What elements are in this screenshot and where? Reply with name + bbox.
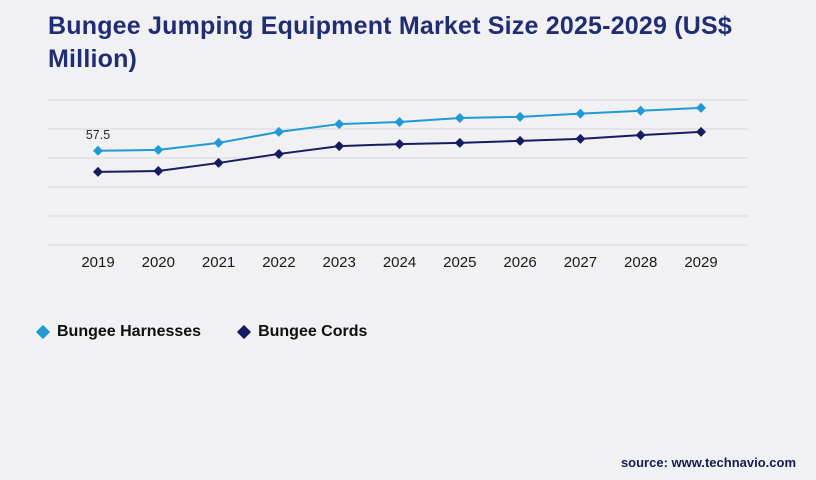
data-point bbox=[273, 148, 284, 159]
x-tick-label: 2025 bbox=[443, 254, 476, 271]
source-text: source: www.technavio.com bbox=[620, 455, 796, 470]
legend-item-bungee-cords: Bungee Cords bbox=[236, 323, 368, 341]
data-point bbox=[153, 144, 164, 155]
legend-label: Bungee Harnesses bbox=[57, 323, 202, 340]
data-point bbox=[273, 126, 284, 137]
data-point bbox=[93, 145, 103, 156]
data-point bbox=[635, 105, 646, 116]
x-tick-label: 2023 bbox=[323, 254, 356, 271]
data-point bbox=[394, 139, 405, 150]
x-tick-label: 2021 bbox=[202, 254, 235, 271]
x-tick-label: 2019 bbox=[81, 254, 114, 271]
data-point bbox=[575, 108, 586, 119]
data-point bbox=[696, 126, 706, 137]
x-tick-label: 2020 bbox=[142, 254, 175, 271]
data-point bbox=[153, 166, 164, 177]
x-tick-label: 2029 bbox=[684, 254, 717, 271]
chart-legend: Bungee Harnesses Bungee Cords bbox=[35, 323, 368, 341]
data-point bbox=[454, 137, 465, 148]
data-point bbox=[334, 141, 345, 152]
data-point bbox=[515, 135, 526, 146]
x-tick-label: 2027 bbox=[564, 254, 597, 271]
data-label: 57.5 bbox=[86, 128, 110, 142]
data-point bbox=[696, 102, 706, 113]
legend-diamond-icon bbox=[236, 324, 252, 340]
legend-item-bungee-harnesses: Bungee Harnesses bbox=[35, 323, 202, 341]
data-point bbox=[213, 157, 224, 168]
x-tick-label: 2026 bbox=[503, 254, 536, 271]
x-tick-label: 2028 bbox=[624, 254, 657, 271]
legend-diamond-icon bbox=[35, 324, 51, 340]
data-point bbox=[394, 117, 405, 128]
data-point bbox=[93, 166, 103, 177]
data-point bbox=[515, 111, 526, 122]
series-line-bungee-cords bbox=[97, 130, 702, 173]
legend-label: Bungee Cords bbox=[258, 323, 368, 340]
x-tick-label: 2024 bbox=[383, 254, 416, 271]
data-point bbox=[575, 133, 586, 144]
chart-title: Bungee Jumping Equipment Market Size 202… bbox=[48, 12, 733, 73]
data-point bbox=[213, 137, 224, 148]
data-point bbox=[454, 112, 465, 123]
data-point bbox=[635, 130, 646, 141]
x-tick-label: 2022 bbox=[262, 254, 295, 271]
data-point bbox=[334, 119, 345, 130]
